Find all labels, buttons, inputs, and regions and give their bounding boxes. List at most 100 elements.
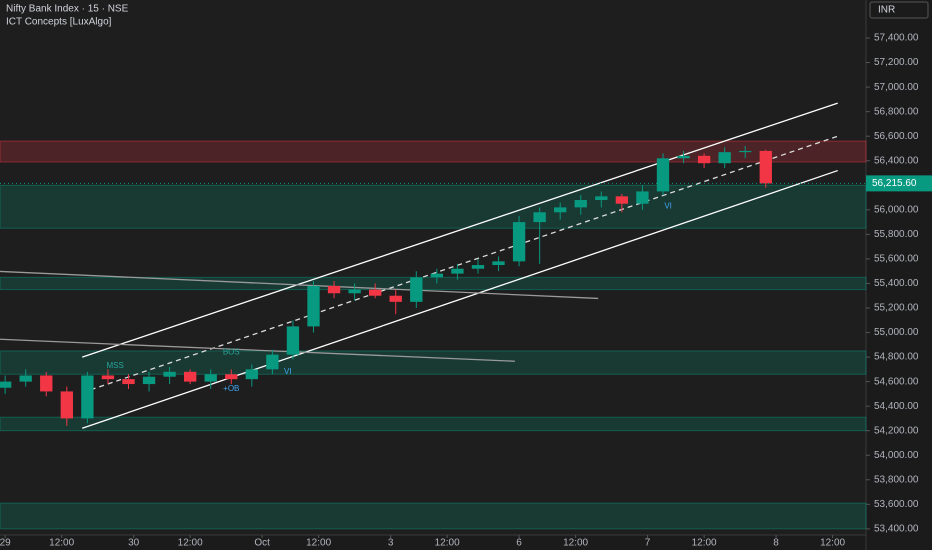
- y-tick-label: 56,000.00: [874, 204, 919, 215]
- x-tick-label: Oct: [254, 538, 270, 549]
- y-tick-label: 55,200.00: [874, 303, 919, 314]
- candle-body: [430, 273, 444, 278]
- candle-body: [677, 155, 690, 159]
- candles: [0, 146, 772, 426]
- last-price-label: 56,215.60: [872, 178, 917, 189]
- chart-title: Nifty Bank Index · 15 · NSE: [6, 4, 129, 15]
- y-tick-label: 55,000.00: [874, 327, 919, 338]
- candle-body: [327, 285, 341, 294]
- candle-body: [307, 285, 320, 327]
- grid: [4, 37, 870, 538]
- y-tick-label: 55,600.00: [874, 254, 919, 265]
- plot-background: [0, 0, 866, 535]
- price-zone: [0, 416, 867, 432]
- candle-body: [574, 200, 587, 208]
- candle-body: [615, 196, 629, 204]
- y-tick-label: 54,000.00: [874, 450, 919, 461]
- candle-body: [471, 265, 485, 269]
- x-tick-label: 12:00: [692, 538, 717, 549]
- currency-box[interactable]: [869, 1, 929, 19]
- y-tick-label: 57,000.00: [874, 82, 919, 93]
- y-tick-label: 56,600.00: [874, 131, 919, 142]
- x-tick-label: 12:00: [178, 538, 203, 549]
- candle-body: [286, 326, 300, 355]
- candle-body: [245, 369, 259, 380]
- candle-body: [533, 212, 546, 223]
- trend-line: [0, 270, 599, 300]
- candle-body: [266, 354, 279, 370]
- y-tick-label: 57,400.00: [874, 33, 919, 44]
- candle-body: [451, 268, 464, 274]
- candle-body: [81, 375, 94, 419]
- price-zone: [0, 140, 867, 163]
- price-zone: [0, 184, 867, 229]
- candle-body: [739, 150, 752, 153]
- annotation: VI: [664, 201, 672, 210]
- y-tick-label: 56,800.00: [874, 106, 919, 117]
- annotation: MSS: [106, 361, 123, 370]
- candle-body: [60, 391, 73, 419]
- x-tick-label: 30: [128, 538, 140, 549]
- y-tick-label: 53,400.00: [874, 524, 919, 535]
- candle-body: [636, 191, 649, 204]
- candle-body: [348, 289, 361, 294]
- trend-line: [82, 169, 838, 429]
- x-tick-label: 12:00: [49, 538, 74, 549]
- candle-body: [554, 207, 567, 213]
- last-price-badge: [866, 175, 932, 192]
- currency[interactable]: INR: [878, 5, 895, 16]
- y-tick-label: 56,400.00: [874, 155, 919, 166]
- candle-body: [122, 379, 135, 385]
- x-tick-label: 7: [645, 538, 651, 549]
- trend-line: [0, 338, 516, 362]
- annotation: +OB: [223, 384, 239, 393]
- x-tick-label: 3: [388, 538, 394, 549]
- y-tick-label: 53,800.00: [874, 474, 919, 485]
- candle-body: [492, 261, 505, 266]
- candle-body: [0, 381, 12, 388]
- x-tick-label: 12:00: [435, 538, 460, 549]
- x-tick-label: 8: [773, 538, 779, 549]
- y-tick-label: 54,600.00: [874, 376, 919, 387]
- candle-body: [759, 150, 772, 184]
- trend-line: [82, 135, 838, 394]
- x-tick-label: 12:00: [306, 538, 331, 549]
- candle-body: [40, 375, 53, 392]
- indicator-name: ICT Concepts [LuxAlgo]: [6, 17, 112, 28]
- price-zone: [0, 276, 867, 291]
- annotation: VI: [284, 367, 292, 376]
- y-tick-label: 54,200.00: [874, 425, 919, 436]
- candle-body: [697, 155, 711, 164]
- candle-body: [204, 374, 217, 382]
- x-tick-label: 12:00: [820, 538, 845, 549]
- candle-body: [183, 371, 197, 382]
- zones: [0, 140, 867, 530]
- candle-body: [410, 277, 423, 302]
- candle-body: [656, 158, 670, 192]
- candle-body: [718, 152, 731, 164]
- candle-body: [389, 295, 402, 302]
- candle-body: [595, 196, 608, 201]
- y-tick-label: 55,800.00: [874, 229, 919, 240]
- trend-line: [82, 102, 838, 358]
- y-tick-label: 53,600.00: [874, 499, 919, 510]
- price-zone: [0, 502, 867, 530]
- candle-body: [142, 376, 156, 385]
- annotation: BOS: [223, 347, 240, 356]
- x-tick-label: 12:00: [563, 538, 588, 549]
- x-tick-label: 29: [0, 538, 11, 549]
- candle-body: [163, 371, 176, 377]
- x-tick-label: 6: [516, 538, 522, 549]
- price-axis-background: [866, 0, 932, 550]
- labels: 53,400.00 53,600.00 53,800.00 54,000.00 54,2…: [0, 33, 932, 549]
- candle-body: [101, 375, 115, 380]
- y-tick-label: 54,400.00: [874, 401, 919, 412]
- candle-body: [225, 374, 238, 380]
- candle-body: [512, 222, 526, 262]
- lines: [0, 102, 838, 429]
- candle-body: [19, 375, 32, 382]
- candle-body: [369, 289, 382, 296]
- price-zone: [0, 350, 867, 375]
